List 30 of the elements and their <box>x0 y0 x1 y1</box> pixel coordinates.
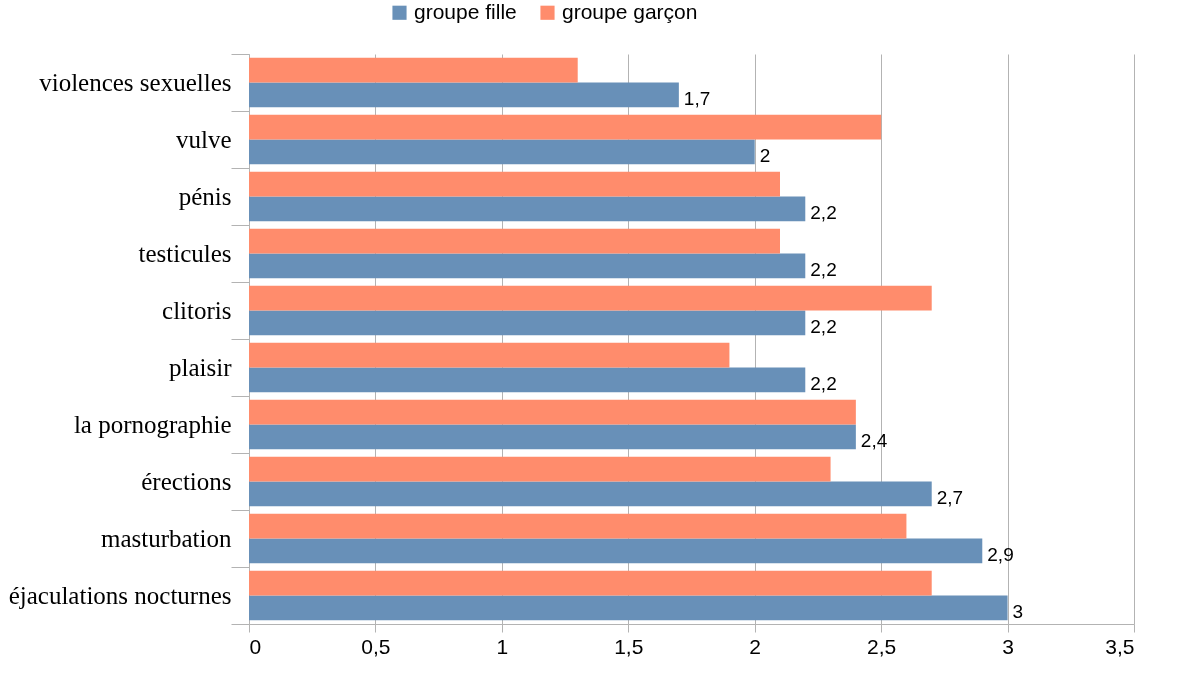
legend-label: groupe fille <box>414 0 517 23</box>
data-label: 2,7 <box>936 486 964 508</box>
y-tick-label: vulve <box>175 126 232 153</box>
y-tick-label: la pornographie <box>73 411 232 438</box>
y-tick-label: érections <box>141 468 232 495</box>
y-tick-label: plaisir <box>169 354 233 381</box>
data-label: 1,7 <box>683 87 711 109</box>
x-tick-label: 0 <box>249 634 262 658</box>
data-label: 2,2 <box>810 372 837 394</box>
y-tick-label: pénis <box>178 183 232 210</box>
x-tick-label: 1 <box>496 634 509 658</box>
data-label: 2,2 <box>810 315 837 337</box>
data-label: 2,9 <box>987 543 1014 565</box>
data-label: 2 <box>759 144 771 166</box>
x-tick-label: 2,5 <box>867 634 897 658</box>
x-tick-label: 3,5 <box>1105 634 1135 658</box>
legend-label: groupe garçon <box>562 0 698 23</box>
y-tick-label: masturbation <box>100 525 232 552</box>
x-tick-label: 2 <box>749 634 762 658</box>
x-tick-label: 3 <box>1002 634 1014 658</box>
y-tick-label: violences sexuelles <box>39 69 232 96</box>
x-tick-label: 0,5 <box>361 634 391 658</box>
data-label: 2,2 <box>810 201 837 223</box>
x-tick-label: 1,5 <box>614 634 644 658</box>
data-label: 2,2 <box>810 258 837 280</box>
data-label: 2,4 <box>860 429 888 451</box>
y-tick-label: clitoris <box>162 297 232 324</box>
data-label: 3 <box>1012 600 1024 622</box>
y-tick-label: éjaculations nocturnes <box>8 582 232 609</box>
y-tick-label: testicules <box>138 240 232 267</box>
